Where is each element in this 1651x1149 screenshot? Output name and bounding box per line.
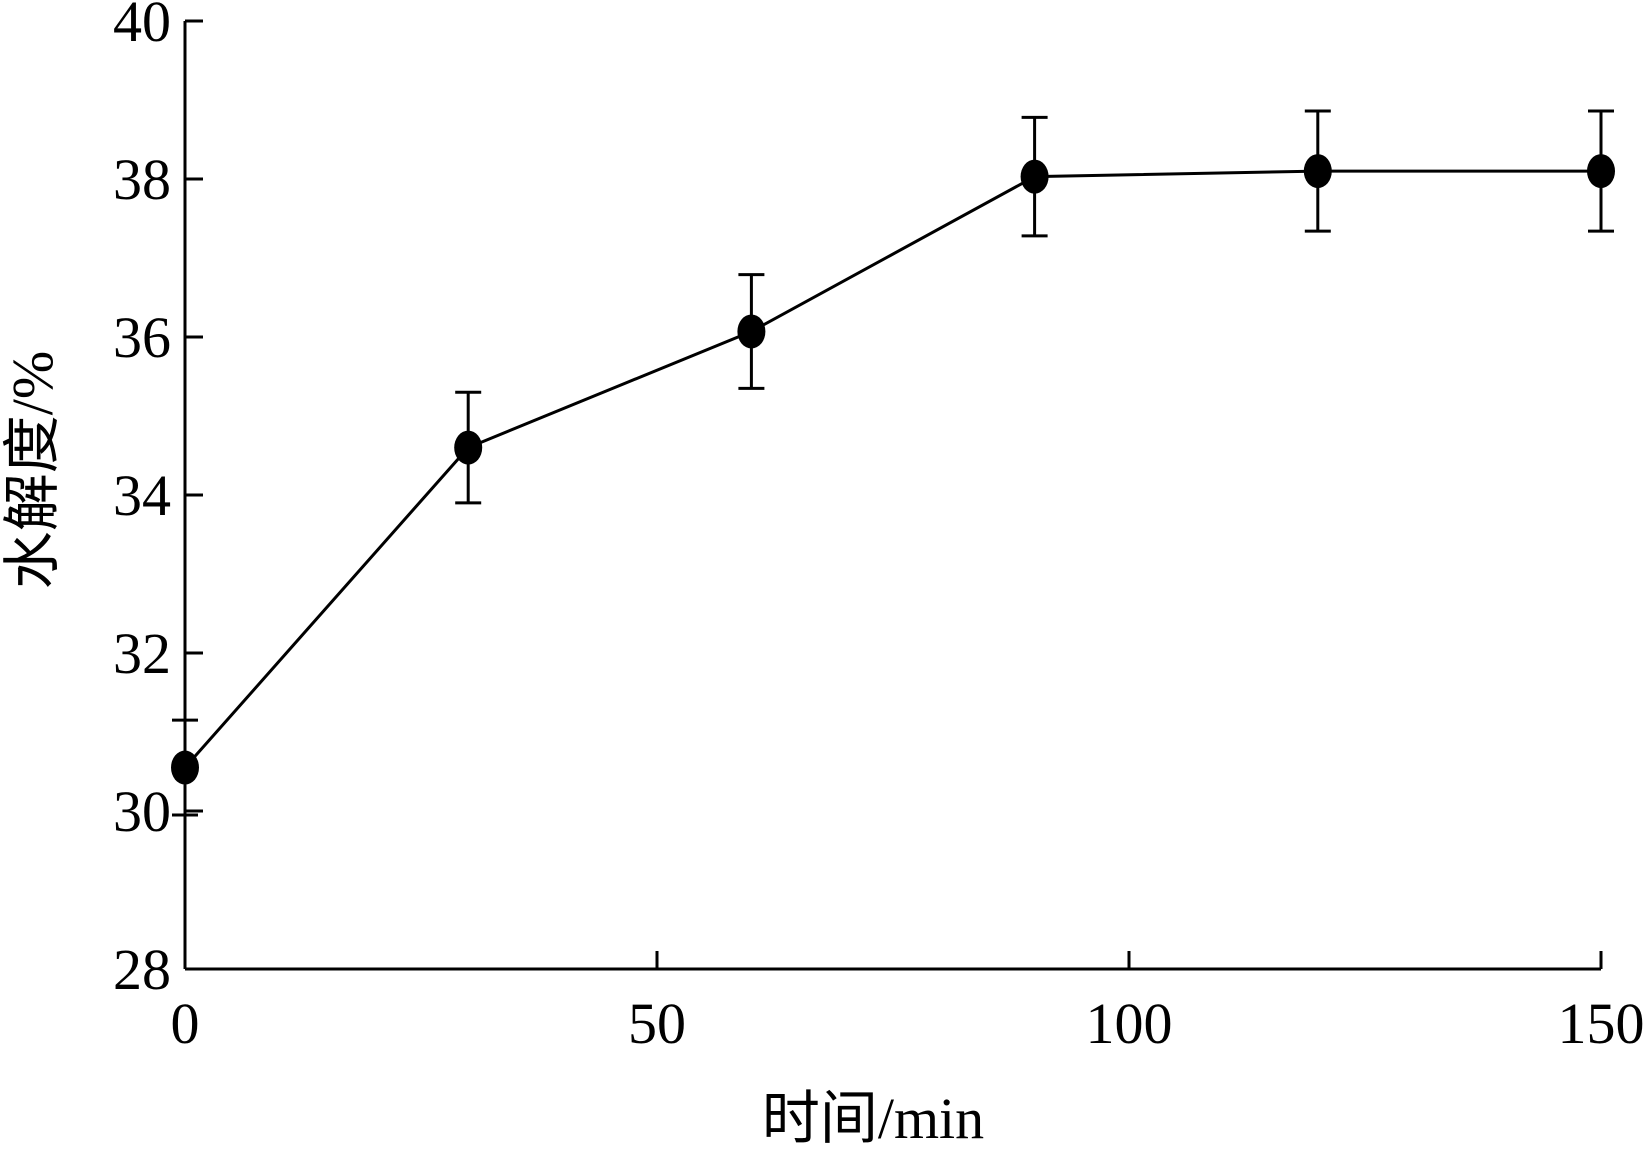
y-tick-label: 28 [113,937,171,1002]
y-tick-label: 38 [113,147,171,212]
y-tick-label: 36 [113,305,171,370]
data-point [171,750,199,785]
y-tick-label: 30 [113,779,171,844]
data-point [737,314,766,349]
data-point [454,430,483,465]
data-point [1303,154,1332,189]
series-line [183,169,1601,769]
x-axis-title: 时间/min [762,1086,984,1149]
axes [183,21,1601,971]
x-tick-label: 0 [171,991,200,1056]
y-tick-label: 34 [113,463,171,528]
data-point [1020,159,1049,194]
y-axis-title: 水解度/% [0,351,65,589]
x-tick-label: 150 [1558,991,1645,1056]
series-layer [171,109,1615,817]
y-ticks: 28 30 32 34 36 38 40 [113,0,203,1002]
y-tick-label: 40 [113,0,171,54]
x-tick-label: 100 [1086,991,1173,1056]
x-tick-label: 50 [628,991,686,1056]
x-ticks: 0 50 100 150 [171,951,1645,1056]
y-tick-label: 32 [113,621,171,686]
data-point [1587,154,1615,189]
